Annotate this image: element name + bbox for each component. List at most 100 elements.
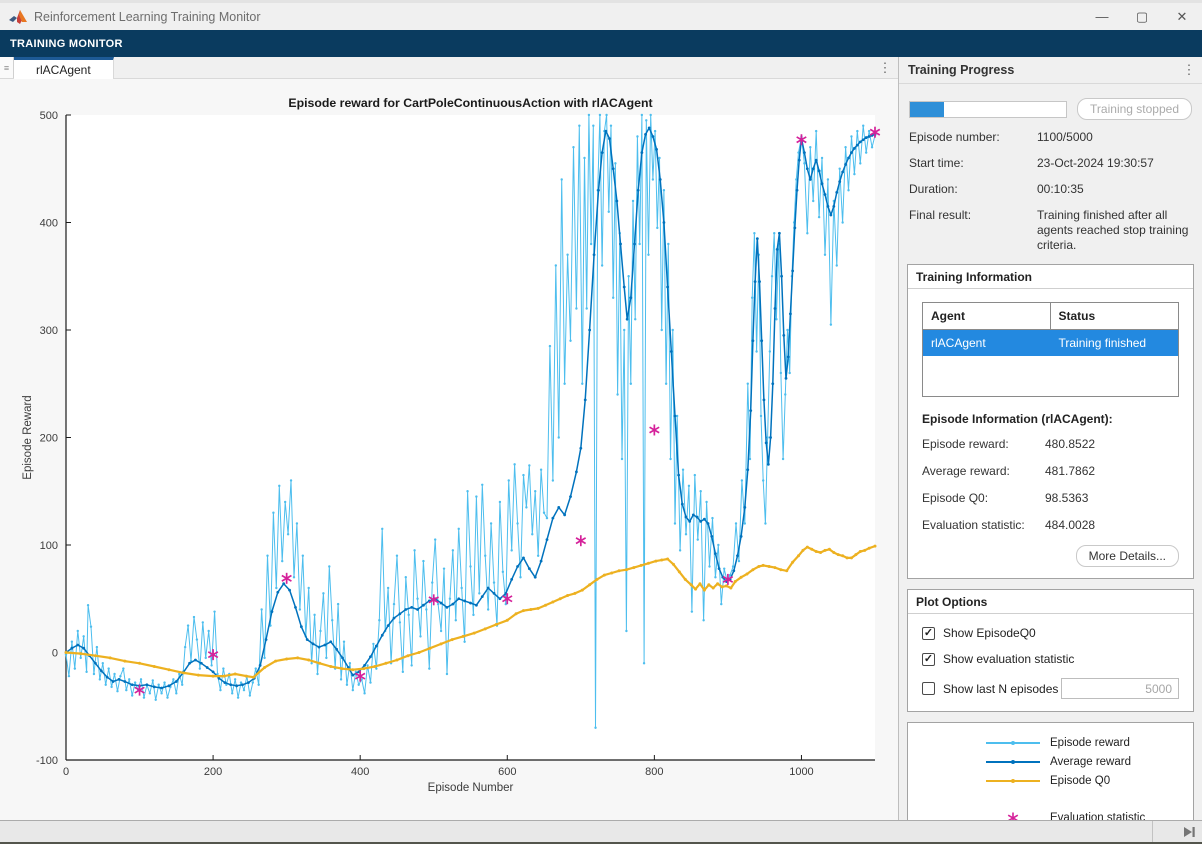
legend-label: Average reward <box>1050 756 1131 768</box>
show-episodeq0-row: ✓ Show EpisodeQ0 <box>922 626 1179 640</box>
svg-text:400: 400 <box>351 766 369 778</box>
episode-information-header: Episode Information (rlACAgent): <box>922 412 1179 426</box>
more-details-button[interactable]: More Details... <box>1076 545 1179 567</box>
agent-column-header: Agent <box>923 303 1051 329</box>
episode-number-value: 1100/5000 <box>1037 130 1192 145</box>
ribbon-bar: TRAINING MONITOR <box>0 30 1202 57</box>
final-result-label: Final result: <box>909 208 1037 253</box>
show-evaluation-statistic-checkbox[interactable]: ✓ <box>922 653 935 666</box>
status-cell: Training finished <box>1051 330 1179 356</box>
training-progress-bar <box>909 101 1067 118</box>
final-result-value: Training finished after all agents reach… <box>1037 208 1192 253</box>
training-information-header: Training Information <box>908 265 1193 289</box>
legend-item-evaluation-statistic: Evaluation statistic <box>908 808 1193 820</box>
episode-reward-line-swatch <box>986 742 1040 744</box>
training-stopped-button[interactable]: Training stopped <box>1077 98 1192 120</box>
panel-menu-icon[interactable]: ⋮ <box>1176 62 1202 78</box>
plot-options-header: Plot Options <box>908 590 1193 614</box>
show-last-n-episodes-checkbox[interactable] <box>922 682 935 695</box>
svg-text:800: 800 <box>645 766 663 778</box>
episode-number-row: Episode number: 1100/5000 <box>909 130 1192 145</box>
panel-title: Training Progress <box>899 63 1014 77</box>
episode-q0-line-swatch <box>986 780 1040 782</box>
svg-text:600: 600 <box>498 766 516 778</box>
legend-item-episode-reward: Episode reward <box>908 733 1193 752</box>
tab-rlacagent[interactable]: rlACAgent <box>14 57 114 79</box>
svg-text:100: 100 <box>40 540 58 552</box>
svg-text:-100: -100 <box>36 755 58 767</box>
show-evaluation-statistic-label: Show evaluation statistic <box>943 652 1074 666</box>
legend-label: Episode Q0 <box>1050 775 1110 787</box>
average-reward-line-swatch <box>986 761 1040 763</box>
title-bar: Reinforcement Learning Training Monitor … <box>0 0 1202 30</box>
episode-q0-label: Episode Q0: <box>922 491 1045 505</box>
document-tab-strip: ≡ rlACAgent ⋮ <box>0 57 898 79</box>
show-episodeq0-checkbox[interactable]: ✓ <box>922 627 935 640</box>
svg-text:Episode reward for CartPoleCon: Episode reward for CartPoleContinuousAct… <box>288 96 652 110</box>
agent-cell: rlACAgent <box>923 330 1051 356</box>
episode-reward-chart[interactable]: Episode reward for CartPoleContinuousAct… <box>0 79 898 815</box>
svg-text:0: 0 <box>63 766 69 778</box>
plot-panel: ≡ rlACAgent ⋮ Episode reward for CartPol… <box>0 57 899 820</box>
minimize-button[interactable]: — <box>1082 3 1122 30</box>
close-button[interactable]: ✕ <box>1162 3 1202 30</box>
tab-grip-icon[interactable]: ≡ <box>0 57 14 78</box>
status-bar <box>0 820 1202 844</box>
app-window: Reinforcement Learning Training Monitor … <box>0 0 1202 844</box>
table-row[interactable]: rlACAgent Training finished <box>923 330 1178 356</box>
episode-reward-value: 480.8522 <box>1045 437 1095 451</box>
training-progress-fill <box>910 102 944 117</box>
svg-text:Episode Reward: Episode Reward <box>22 395 34 479</box>
last-n-episodes-input[interactable] <box>1061 678 1179 699</box>
ribbon-tab-training-monitor[interactable]: TRAINING MONITOR <box>0 38 123 50</box>
evaluation-statistic-asterisk-icon <box>1006 811 1020 821</box>
table-header-row: Agent Status <box>923 303 1178 330</box>
start-time-row: Start time: 23-Oct-2024 19:30:57 <box>909 156 1192 171</box>
table-empty-area <box>923 356 1178 396</box>
training-progress-panel: Training Progress ⋮ Training stopped Epi… <box>899 57 1202 820</box>
svg-text:200: 200 <box>40 433 58 445</box>
svg-text:1000: 1000 <box>789 766 813 778</box>
plot-options-card: Plot Options ✓ Show EpisodeQ0 ✓ Show eva… <box>907 589 1194 712</box>
legend-item-average-reward: Average reward <box>908 752 1193 771</box>
tab-label: rlACAgent <box>36 63 91 77</box>
episode-number-label: Episode number: <box>909 130 1037 145</box>
tab-strip-menu-icon[interactable]: ⋮ <box>872 57 898 78</box>
matlab-logo-icon <box>9 9 27 25</box>
legend-label: Episode reward <box>1050 737 1130 749</box>
agent-status-table: Agent Status rlACAgent Training finished <box>922 302 1179 397</box>
evaluation-statistic-row: Evaluation statistic: 484.0028 <box>922 518 1179 532</box>
chart-legend: Episode reward Average reward Episode Q0 <box>907 722 1194 820</box>
svg-text:400: 400 <box>40 218 58 230</box>
svg-text:0: 0 <box>52 648 58 660</box>
svg-text:500: 500 <box>40 110 58 122</box>
status-column-header: Status <box>1051 303 1179 329</box>
panel-header: Training Progress ⋮ <box>899 57 1202 84</box>
window-controls: — ▢ ✕ <box>1082 3 1202 30</box>
start-time-value: 23-Oct-2024 19:30:57 <box>1037 156 1192 171</box>
episode-reward-row: Episode reward: 480.8522 <box>922 437 1179 451</box>
training-information-card: Training Information Agent Status rlACAg… <box>907 264 1194 579</box>
duration-value: 00:10:35 <box>1037 182 1192 197</box>
episode-reward-label: Episode reward: <box>922 437 1045 451</box>
episode-q0-row: Episode Q0: 98.5363 <box>922 491 1179 505</box>
svg-text:Episode Number: Episode Number <box>428 782 514 794</box>
legend-item-episode-q0: Episode Q0 <box>908 771 1193 790</box>
maximize-button[interactable]: ▢ <box>1122 3 1162 30</box>
chart-area: Episode reward for CartPoleContinuousAct… <box>0 79 898 820</box>
show-episodeq0-label: Show EpisodeQ0 <box>943 626 1036 640</box>
show-last-n-episodes-label: Show last N episodes <box>943 682 1058 696</box>
skip-to-end-icon[interactable] <box>1183 826 1196 838</box>
show-evaluation-statistic-row: ✓ Show evaluation statistic <box>922 652 1179 666</box>
window-title: Reinforcement Learning Training Monitor <box>34 10 261 24</box>
svg-text:300: 300 <box>40 325 58 337</box>
evaluation-statistic-value: 484.0028 <box>1045 518 1095 532</box>
svg-text:200: 200 <box>204 766 222 778</box>
evaluation-statistic-label: Evaluation statistic: <box>922 518 1045 532</box>
average-reward-value: 481.7862 <box>1045 464 1095 478</box>
final-result-row: Final result: Training finished after al… <box>909 208 1192 253</box>
show-last-n-episodes-row: Show last N episodes <box>922 678 1179 699</box>
duration-label: Duration: <box>909 182 1037 197</box>
average-reward-row: Average reward: 481.7862 <box>922 464 1179 478</box>
average-reward-label: Average reward: <box>922 464 1045 478</box>
